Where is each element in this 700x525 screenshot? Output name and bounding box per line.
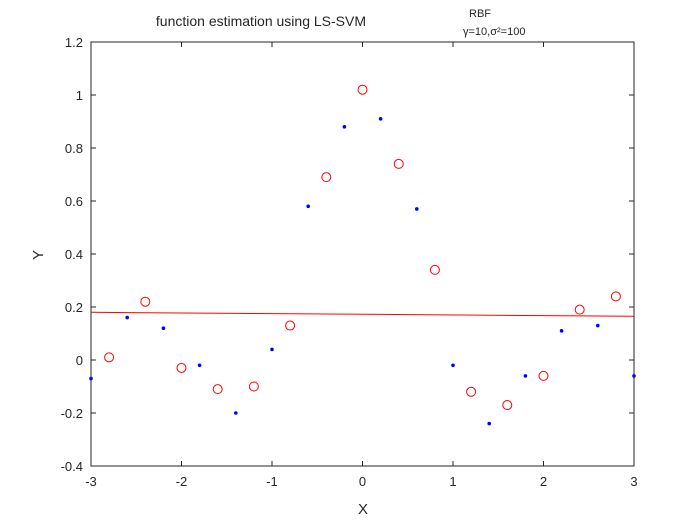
x-tick-label: 3 (630, 474, 637, 489)
data-point-dot (451, 363, 455, 368)
y-tick-label: -0.2 (61, 406, 83, 421)
data-point-circle (285, 320, 296, 331)
data-point-circle (321, 172, 332, 183)
data-point-dot (523, 374, 528, 378)
y-tick-label: 0.8 (65, 141, 83, 156)
regression-line (90, 311, 635, 317)
x-tick-label: -3 (85, 474, 97, 489)
plot-area (90, 41, 635, 467)
data-point-dot (197, 363, 202, 368)
data-point-dot (161, 326, 166, 331)
y-tick-label: 0.2 (65, 300, 83, 315)
plot-frame (90, 41, 635, 467)
x-tick-label: -2 (176, 474, 188, 489)
data-point-circle (538, 370, 549, 381)
y-tick-label: 1.2 (65, 35, 83, 50)
data-point-dot (415, 207, 419, 211)
data-point-circle (574, 304, 585, 315)
data-marks (89, 84, 636, 426)
y-axis-ticks: -0.4 -0.2 0 0.2 0.4 0.6 0.8 1 1.2 (61, 35, 634, 474)
data-point-circle (140, 296, 151, 307)
data-point-dot (487, 421, 492, 426)
data-point-dot (632, 374, 636, 378)
y-tick-label: -0.4 (61, 459, 83, 474)
data-point-dot (234, 411, 238, 415)
data-point-dot (89, 376, 93, 381)
y-tick-label: 1 (76, 88, 83, 103)
data-point-circle (176, 362, 187, 373)
data-point-dot (306, 204, 311, 209)
data-point-circle (357, 84, 368, 95)
data-point-circle (429, 264, 440, 275)
x-tick-label: 0 (359, 474, 366, 489)
chart-title-text: function estimation using LS-SVM (156, 13, 366, 29)
data-point-dot (559, 329, 564, 333)
data-point-circle (466, 386, 477, 397)
data-point-circle (610, 291, 621, 302)
data-point-circle (104, 352, 115, 363)
y-tick-label: 0.6 (65, 194, 83, 209)
y-axis-label: Y (30, 250, 47, 260)
x-axis-ticks: -3 -2 -1 0 1 2 3 (85, 42, 638, 489)
x-axis-label: X (358, 501, 368, 518)
y-tick-label: 0 (76, 353, 83, 368)
chart-title-superscript: RBF (469, 8, 491, 20)
chart-title: function estimation using LS-SVM RBF γ=1… (156, 8, 526, 38)
x-tick-label: 1 (449, 474, 456, 489)
y-tick-label: 0.4 (65, 247, 83, 262)
x-tick-label: 2 (540, 474, 547, 489)
data-point-circle (212, 384, 223, 395)
chart-title-subscript: γ=10,σ²=100 (463, 26, 525, 38)
data-point-circle (248, 381, 259, 392)
data-point-dot (270, 347, 274, 352)
data-point-dot (378, 117, 383, 121)
data-point-dot (596, 323, 600, 328)
data-point-dot (125, 315, 129, 320)
x-tick-label: -1 (266, 474, 278, 489)
data-point-dot (342, 125, 347, 129)
data-point-circle (393, 158, 404, 169)
data-point-circle (502, 400, 513, 411)
